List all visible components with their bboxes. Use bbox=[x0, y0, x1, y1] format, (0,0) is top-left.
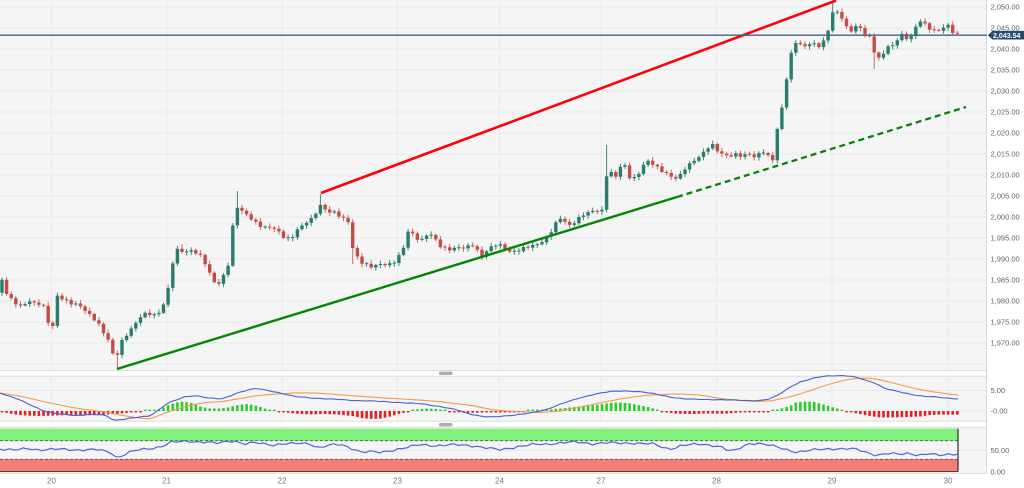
svg-text:2,000.00: 2,000.00 bbox=[991, 213, 1020, 222]
svg-text:1,975.00: 1,975.00 bbox=[991, 318, 1020, 327]
svg-text:2,005.00: 2,005.00 bbox=[991, 192, 1020, 201]
svg-text:2,050.00: 2,050.00 bbox=[991, 3, 1020, 12]
svg-text:5.00: 5.00 bbox=[991, 386, 1006, 395]
svg-text:21: 21 bbox=[162, 476, 171, 485]
svg-text:2,035.00: 2,035.00 bbox=[991, 66, 1020, 75]
svg-text:30: 30 bbox=[944, 476, 953, 485]
svg-text:2,025.00: 2,025.00 bbox=[991, 108, 1020, 117]
svg-text:29: 29 bbox=[828, 476, 837, 485]
svg-text:2,015.00: 2,015.00 bbox=[991, 150, 1020, 159]
svg-text:-0.00: -0.00 bbox=[991, 407, 1008, 416]
svg-text:2,045.00: 2,045.00 bbox=[991, 24, 1020, 33]
svg-text:0.00: 0.00 bbox=[991, 467, 1006, 476]
svg-text:2,043.54: 2,043.54 bbox=[993, 31, 1021, 40]
svg-text:2,020.00: 2,020.00 bbox=[991, 129, 1020, 138]
svg-text:28: 28 bbox=[712, 476, 721, 485]
svg-text:23: 23 bbox=[393, 476, 402, 485]
svg-text:2,030.00: 2,030.00 bbox=[991, 87, 1020, 96]
svg-text:27: 27 bbox=[597, 476, 606, 485]
svg-text:1,995.00: 1,995.00 bbox=[991, 234, 1020, 243]
svg-text:24: 24 bbox=[495, 476, 504, 485]
svg-text:1,985.00: 1,985.00 bbox=[991, 276, 1020, 285]
svg-text:1,970.00: 1,970.00 bbox=[991, 339, 1020, 348]
svg-text:1,990.00: 1,990.00 bbox=[991, 255, 1020, 264]
svg-text:2,010.00: 2,010.00 bbox=[991, 171, 1020, 180]
svg-text:2,040.00: 2,040.00 bbox=[991, 45, 1020, 54]
svg-text:22: 22 bbox=[278, 476, 287, 485]
svg-text:50.00: 50.00 bbox=[991, 446, 1010, 455]
svg-text:1,980.00: 1,980.00 bbox=[991, 297, 1020, 306]
svg-text:20: 20 bbox=[47, 476, 56, 485]
